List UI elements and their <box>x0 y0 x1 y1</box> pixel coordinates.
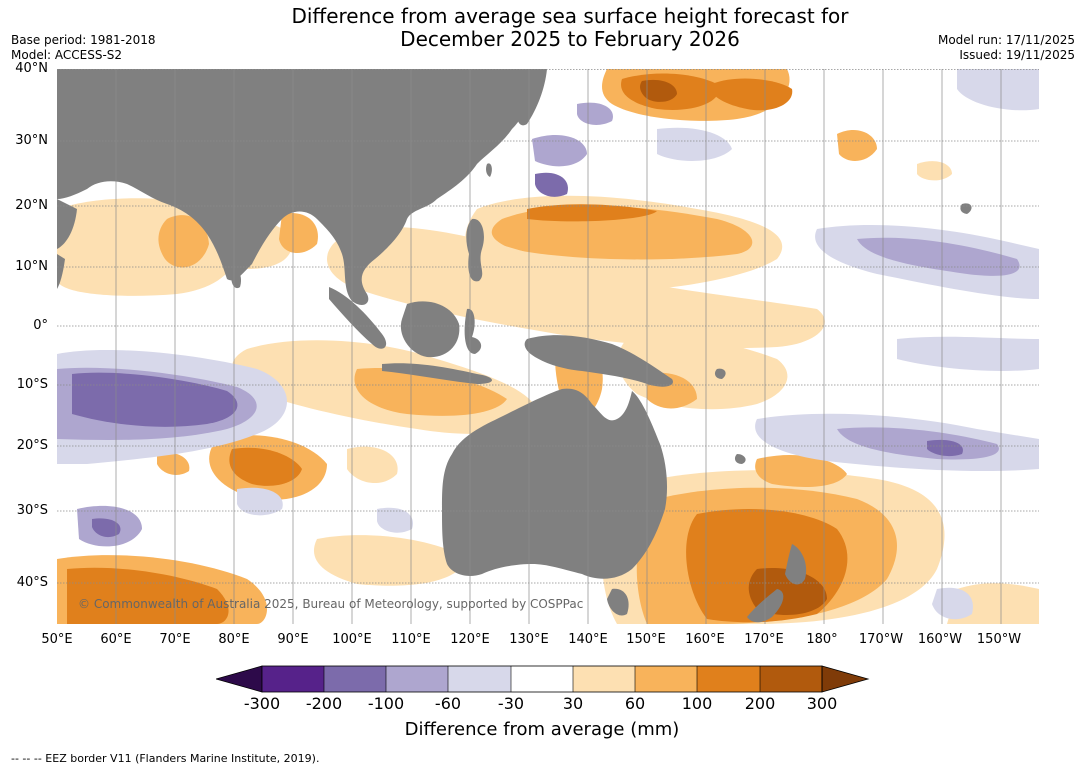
colorbar-tick-minus-30: -30 <box>498 694 524 713</box>
lon-label-150w: 150°W <box>977 632 1021 647</box>
lat-label-20s: 20°S <box>12 438 48 453</box>
title-line-1: Difference from average sea surface heig… <box>200 5 940 28</box>
colorbar-max-extension <box>822 666 868 692</box>
lat-label-40s: 40°S <box>12 575 48 590</box>
map-title: Difference from average sea surface heig… <box>200 5 940 51</box>
lat-label-10s: 10°S <box>12 377 48 392</box>
colorbar-tick-minus-200: -200 <box>306 694 342 713</box>
colorbar-segment-4 <box>448 666 511 692</box>
lon-label-150e: 150°E <box>626 632 666 647</box>
lon-label-140e: 140°E <box>568 632 608 647</box>
lon-label-180: 180° <box>806 632 837 647</box>
lon-label-130e: 130°E <box>509 632 549 647</box>
lon-label-100e: 100°E <box>332 632 372 647</box>
lon-label-90e: 90°E <box>277 632 308 647</box>
colorbar-segment-7 <box>635 666 697 692</box>
run-info: Model run: 17/11/2025 Issued: 19/11/2025 <box>938 33 1075 63</box>
colorbar-min-extension <box>216 666 262 692</box>
colorbar-tick-200: 200 <box>745 694 776 713</box>
colorbar-tick-100: 100 <box>682 694 713 713</box>
lon-label-170w: 170°W <box>859 632 903 647</box>
title-line-2: December 2025 to February 2026 <box>200 28 940 51</box>
lon-label-120e: 120°E <box>450 632 490 647</box>
base-period: Base period: 1981-2018 <box>11 33 156 48</box>
lon-label-170e: 170°E <box>744 632 784 647</box>
colorbar-tick-300: 300 <box>807 694 838 713</box>
lat-label-10n: 10°N <box>12 259 48 274</box>
colorbar-tick-60: 60 <box>625 694 645 713</box>
colorbar-segment-8 <box>697 666 760 692</box>
lon-label-160w: 160°W <box>918 632 962 647</box>
lat-label-30n: 30°N <box>12 133 48 148</box>
lat-label-0: 0° <box>12 318 48 333</box>
issued-date: Issued: 19/11/2025 <box>938 48 1075 63</box>
lon-label-60e: 60°E <box>100 632 131 647</box>
sea-surface-height-map <box>57 69 1039 624</box>
colorbar-tick-minus-60: -60 <box>435 694 461 713</box>
colorbar-segment-1 <box>262 666 324 692</box>
lat-label-30s: 30°S <box>12 503 48 518</box>
lon-label-110e: 110°E <box>391 632 431 647</box>
copyright-notice: © Commonwealth of Australia 2025, Bureau… <box>78 597 583 611</box>
colorbar-tick-minus-100: -100 <box>368 694 404 713</box>
lon-label-70e: 70°E <box>159 632 190 647</box>
colorbar-label: Difference from average (mm) <box>216 719 868 740</box>
lon-label-50e: 50°E <box>41 632 72 647</box>
lon-label-160e: 160°E <box>685 632 725 647</box>
colorbar-segment-6 <box>573 666 635 692</box>
model-run: Model run: 17/11/2025 <box>938 33 1075 48</box>
base-info: Base period: 1981-2018 Model: ACCESS-S2 <box>11 33 156 63</box>
colorbar <box>216 664 870 694</box>
lat-label-40n: 40°N <box>12 61 48 76</box>
colorbar-segment-5 <box>511 666 573 692</box>
colorbar-segment-9 <box>760 666 822 692</box>
colorbar-tick-minus-300: -300 <box>244 694 280 713</box>
colorbar-segment-3 <box>386 666 448 692</box>
lon-label-80e: 80°E <box>218 632 249 647</box>
lat-label-20n: 20°N <box>12 198 48 213</box>
colorbar-tick-30: 30 <box>563 694 583 713</box>
eez-footnote: -- -- -- EEZ border V11 (Flanders Marine… <box>11 752 319 765</box>
colorbar-segment-2 <box>324 666 386 692</box>
